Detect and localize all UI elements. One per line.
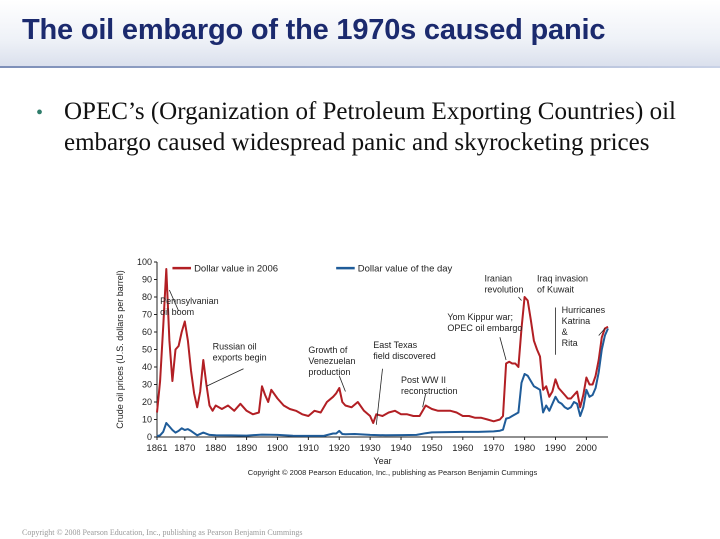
annotation-line: & <box>562 327 568 337</box>
annotation-leader <box>338 375 346 392</box>
title-bar <box>0 0 720 68</box>
y-tick-label: 30 <box>142 380 152 390</box>
x-tick-label: 1861 <box>146 443 167 454</box>
annotation-leader <box>206 368 244 387</box>
x-axis-label: Year <box>373 456 391 466</box>
slide-title: The oil embargo of the 1970s caused pani… <box>22 14 606 46</box>
y-tick-label: 40 <box>142 362 152 372</box>
legend-label-day: Dollar value of the day <box>358 264 453 275</box>
y-tick-label: 10 <box>142 415 152 425</box>
bullet-dot-icon: • <box>36 102 44 124</box>
annotation-line: Growth of <box>308 345 348 355</box>
chart-credit: Copyright © 2008 Pearson Education, Inc.… <box>248 468 538 477</box>
y-tick-label: 20 <box>142 397 152 407</box>
annotation-line: East Texas <box>373 340 417 350</box>
annotation-leader <box>518 296 522 301</box>
y-tick-label: 0 <box>147 432 152 442</box>
annotation-line: Russian oil <box>213 342 257 352</box>
annotation-line: Iraq invasion <box>537 273 588 283</box>
x-tick-label: 1880 <box>205 443 226 454</box>
y-tick-label: 60 <box>142 327 152 337</box>
x-tick-label: 1930 <box>360 443 381 454</box>
annotation: Iraq invasion of Kuwait <box>537 273 588 294</box>
annotation: East Texas field discovered <box>373 340 436 361</box>
y-axis-label: Crude oil prices (U.S. dollars per barre… <box>115 270 125 429</box>
title-underline <box>0 66 720 68</box>
annotation: Iranian revolution <box>484 273 523 294</box>
annotation-line: field discovered <box>373 351 436 361</box>
series-lines <box>156 268 609 438</box>
annotation: Growth of Venezuelan production <box>308 345 355 377</box>
annotation-line: Rita <box>562 338 578 348</box>
annotation-line: OPEC oil embargo <box>447 323 522 333</box>
annotation-line: reconstruction <box>401 386 458 396</box>
x-ticks: 1861 1870 1880 1890 1900 1910 1920 1930 1940 1950… <box>146 437 597 454</box>
oil-price-chart: 0 10 20 30 40 50 60 70 80 90 100 1861 1870 1880 1890 1… <box>100 250 620 500</box>
y-ticks: 0 10 20 30 40 50 60 70 80 90 100 <box>137 257 157 442</box>
series-line-day-dollars <box>156 328 609 438</box>
annotation-leader <box>598 328 606 336</box>
annotation-line: Venezuelan <box>308 356 355 366</box>
legend: Dollar value in 2006 Dollar value of the… <box>172 264 453 275</box>
x-tick-label: 1920 <box>329 443 350 454</box>
series-line-2006-dollars <box>156 268 609 424</box>
annotation-line: revolution <box>484 284 523 294</box>
annotation-leader <box>168 289 179 312</box>
annotation-line: of Kuwait <box>537 284 575 294</box>
annotation-line: Pennsylvanian <box>160 296 219 306</box>
annotation-line: Hurricanes <box>562 305 606 315</box>
annotation-line: production <box>308 367 350 377</box>
annotation: Post WW II reconstruction <box>401 375 458 396</box>
annotation: Russian oil exports begin <box>213 342 267 363</box>
annotation-line: Iranian <box>484 273 512 283</box>
annotation-line: exports begin <box>213 353 267 363</box>
x-tick-label: 1990 <box>545 443 566 454</box>
annotation-line: Katrina <box>562 316 591 326</box>
x-tick-label: 1870 <box>174 443 195 454</box>
x-tick-label: 1890 <box>236 443 257 454</box>
x-tick-label: 1960 <box>452 443 473 454</box>
annotation: Pennsylvanian oil boom <box>160 296 219 317</box>
legend-label-2006: Dollar value in 2006 <box>194 264 278 275</box>
y-tick-label: 100 <box>137 257 152 267</box>
x-tick-label: 1910 <box>298 443 319 454</box>
annotation-line: Post WW II <box>401 375 446 385</box>
annotation-line: oil boom <box>160 307 194 317</box>
x-tick-label: 1970 <box>483 443 504 454</box>
y-tick-label: 70 <box>142 310 152 320</box>
footer-copyright: Copyright © 2008 Pearson Education, Inc.… <box>22 528 303 537</box>
x-tick-label: 1950 <box>421 443 442 454</box>
bullet-text: OPEC’s (Organization of Petroleum Export… <box>64 98 676 156</box>
annotation: Hurricanes Katrina & Rita <box>562 305 606 348</box>
annotation: Yom Kippur war; OPEC oil embargo <box>447 312 522 333</box>
x-tick-label: 1940 <box>390 443 411 454</box>
annotation-leader <box>422 393 427 408</box>
x-tick-label: 1980 <box>514 443 535 454</box>
annotation-leader <box>499 337 507 361</box>
annotations: Pennsylvanian oil boom Russian oil exports … <box>160 273 606 396</box>
y-tick-label: 80 <box>142 292 152 302</box>
y-tick-label: 50 <box>142 345 152 355</box>
annotation-line: Yom Kippur war; <box>447 312 513 322</box>
annotation-leader <box>375 368 383 425</box>
x-tick-label: 2000 <box>576 443 597 454</box>
y-tick-label: 90 <box>142 275 152 285</box>
annotation-leaders <box>168 289 606 425</box>
x-tick-label: 1900 <box>267 443 288 454</box>
